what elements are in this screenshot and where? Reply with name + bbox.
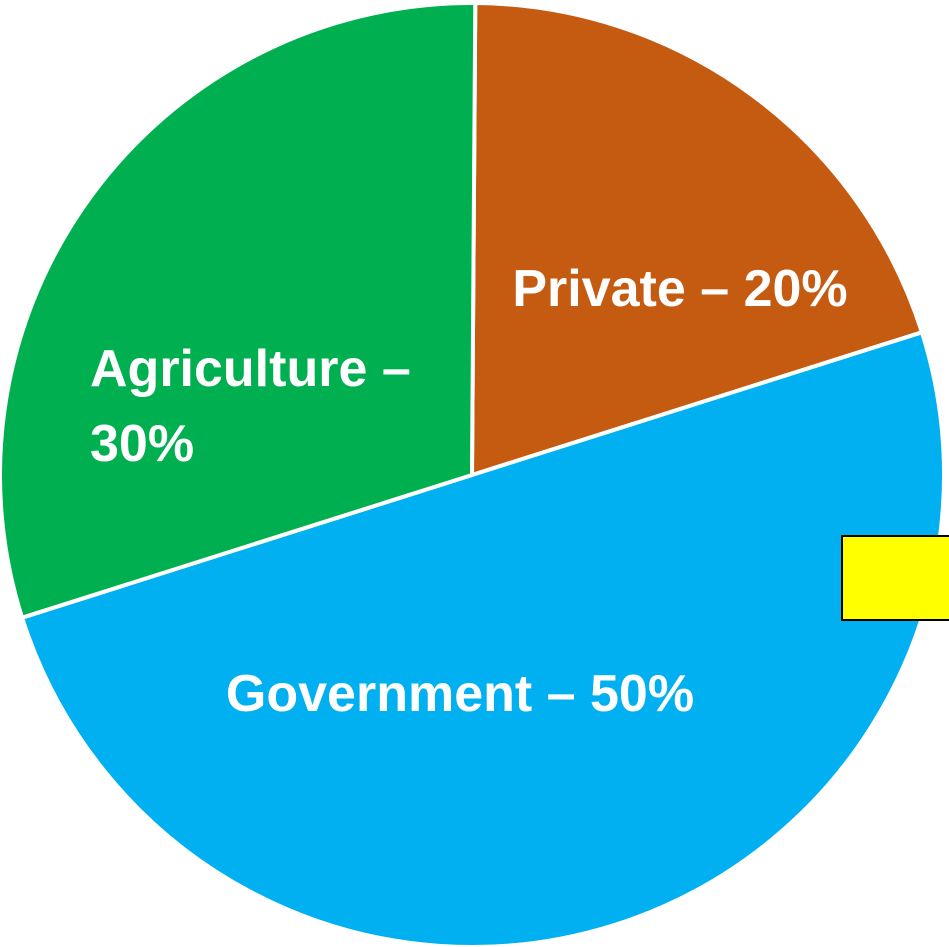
slice-label-government: Government – 50% xyxy=(226,665,694,723)
pie-slice-private xyxy=(469,0,925,478)
highlight-marker xyxy=(841,535,949,621)
pie-labels: Private – 20% Government – 50% Agricultu… xyxy=(90,260,848,723)
slice-label-agriculture: Agriculture –30% xyxy=(90,340,411,473)
pie-slice-agriculture xyxy=(0,1,478,621)
slice-label-private: Private – 20% xyxy=(512,260,847,318)
